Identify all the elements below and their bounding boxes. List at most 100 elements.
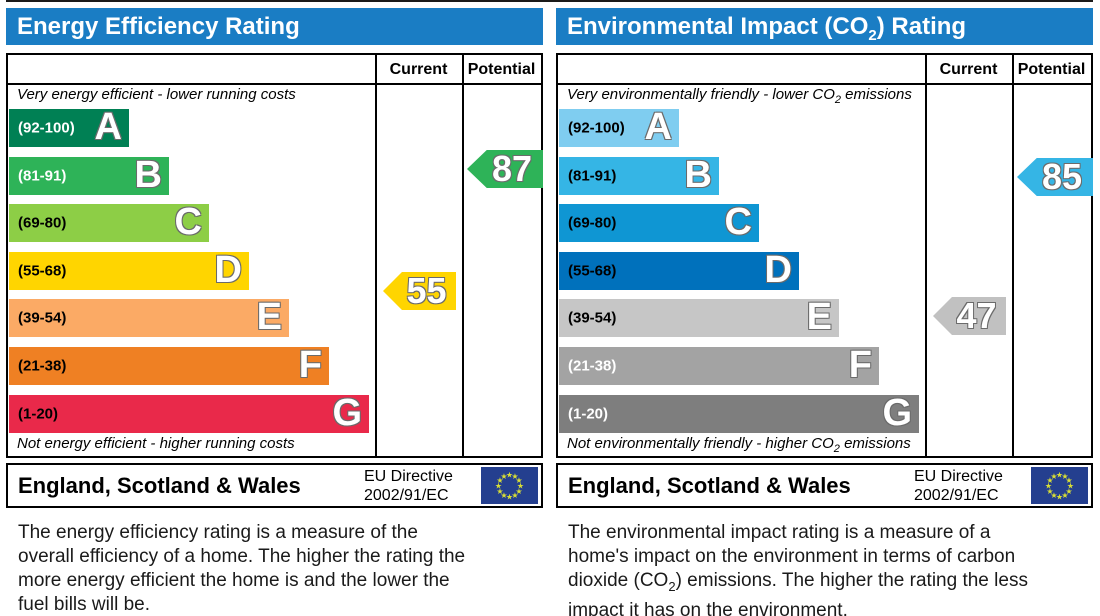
eu-directive-label: EU Directive 2002/91/EC — [364, 467, 453, 505]
bottom-note: Not environmentally friendly - higher CO… — [567, 435, 911, 455]
svg-text:★: ★ — [495, 482, 502, 491]
bottom-note: Not energy efficient - higher running co… — [17, 435, 295, 455]
band-F: (21-38) F — [9, 346, 329, 385]
current-column-header: Current — [389, 61, 448, 78]
band-letter: E — [806, 295, 832, 338]
potential-column-header: Potential — [467, 61, 536, 78]
svg-text:★: ★ — [500, 472, 507, 481]
svg-text:★: ★ — [500, 491, 507, 500]
bottom-note-text-post: emissions — [839, 435, 911, 452]
svg-text:★: ★ — [506, 493, 513, 502]
band-letter: G — [332, 391, 362, 434]
band-range: (92-100) — [18, 119, 75, 137]
eu-flag-icon: ★★★ ★★★ ★★★ ★★★ — [1031, 467, 1088, 504]
band-range: (39-54) — [568, 309, 617, 327]
svg-text:★: ★ — [517, 482, 524, 491]
eu-directive-line2: 2002/91/EC — [914, 487, 999, 504]
band-letter: B — [684, 153, 712, 196]
svg-text:★: ★ — [1046, 487, 1053, 496]
current-column-header: Current — [939, 61, 998, 78]
band-range: (69-80) — [18, 214, 67, 232]
svg-text:★: ★ — [1056, 493, 1063, 502]
svg-text:★: ★ — [1067, 482, 1074, 491]
svg-text:★: ★ — [511, 491, 518, 500]
environmental-impact-panel: Environmental Impact (CO2) Rating Curren… — [556, 0, 1093, 616]
energy-description: The energy efficiency rating is a measur… — [18, 521, 476, 616]
region-label: England, Scotland & Wales — [18, 473, 301, 498]
band-D: (55-68) D — [9, 248, 249, 291]
svg-text:★: ★ — [1050, 491, 1057, 500]
svg-text:★: ★ — [515, 476, 522, 485]
band-B: (81-91) B — [9, 153, 169, 196]
potential-column-divider — [1012, 55, 1014, 456]
panel-title-subscript: 2 — [868, 26, 877, 44]
band-letter: D — [214, 248, 242, 291]
band-range: (81-91) — [18, 167, 67, 185]
environmental-description-text-post: ) emissions. The higher the rating the l… — [568, 570, 1028, 616]
region-label: England, Scotland & Wales — [568, 473, 851, 498]
band-letter: E — [256, 295, 282, 338]
panel-title-energy: Energy Efficiency Rating — [6, 8, 543, 45]
current-rating-arrow: 47 — [933, 297, 1006, 335]
band-A: (92-100) A — [9, 105, 129, 148]
potential-column-header: Potential — [1017, 61, 1086, 78]
band-range: (21-38) — [18, 357, 67, 375]
top-note: Very energy efficient - lower running co… — [17, 86, 296, 106]
svg-text:★: ★ — [1065, 476, 1072, 485]
svg-text:★: ★ — [506, 471, 513, 480]
band-letter: G — [882, 391, 912, 434]
svg-text:★: ★ — [496, 476, 503, 485]
svg-text:★: ★ — [1061, 491, 1068, 500]
panel-title-text: Environmental Impact (CO — [567, 13, 869, 40]
top-note-subscript: 2 — [834, 94, 841, 106]
environmental-footer-box: England, Scotland & Wales EU Directive 2… — [556, 463, 1093, 508]
top-note-text-post: emissions — [841, 86, 912, 103]
band-range: (39-54) — [18, 309, 67, 327]
environmental-description-text: The environmental impact rating is a mea… — [568, 522, 1016, 591]
band-C: (69-80) C — [9, 203, 209, 242]
environmental-chart-box: Current Potential Very environmentally f… — [556, 53, 1093, 458]
energy-efficiency-panel: Energy Efficiency Rating Current Potenti… — [6, 0, 543, 616]
current-rating-value: 55 — [406, 270, 447, 311]
svg-text:★: ★ — [1045, 482, 1052, 491]
bottom-note-text: Not energy efficient - higher running co… — [17, 435, 295, 452]
svg-text:★: ★ — [1061, 472, 1068, 481]
energy-chart-box: Current Potential Very energy efficient … — [6, 53, 543, 458]
potential-rating-arrow: 85 — [1017, 158, 1093, 196]
band-range: (1-20) — [18, 405, 59, 423]
top-note-text: Very environmentally friendly - lower CO — [567, 86, 835, 103]
potential-rating-arrow: 87 — [467, 150, 543, 188]
svg-text:★: ★ — [1050, 472, 1057, 481]
environmental-description-subscript: 2 — [668, 578, 676, 594]
band-letter: F — [848, 343, 872, 386]
svg-text:★: ★ — [1056, 471, 1063, 480]
top-divider-line — [6, 0, 1093, 2]
column-header-row — [8, 55, 541, 85]
eu-directive-line1: EU Directive — [364, 468, 453, 485]
band-B: (81-91) B — [559, 153, 719, 196]
band-E: (39-54) E — [9, 295, 289, 338]
band-G: (1-20) G — [559, 391, 919, 434]
band-G: (1-20) G — [9, 391, 369, 434]
svg-text:★: ★ — [496, 487, 503, 496]
current-column-divider — [375, 55, 377, 456]
bottom-note-subscript: 2 — [833, 443, 840, 455]
panel-title-text: Energy Efficiency Rating — [17, 13, 300, 40]
bottom-note-text: Not environmentally friendly - higher CO — [567, 435, 834, 452]
svg-text:★: ★ — [1046, 476, 1053, 485]
band-D: (55-68) D — [559, 248, 799, 291]
panel-title-text-post: ) Rating — [876, 13, 967, 40]
band-range: (69-80) — [568, 214, 617, 232]
column-header-row — [558, 55, 1091, 85]
potential-rating-value: 85 — [1041, 156, 1083, 197]
band-letter: A — [94, 105, 122, 148]
band-letter: B — [134, 153, 162, 196]
environmental-description: The environmental impact rating is a mea… — [568, 521, 1032, 616]
energy-footer-box: England, Scotland & Wales EU Directive 2… — [6, 463, 543, 508]
eu-directive-line2: 2002/91/EC — [364, 487, 449, 504]
band-letter: D — [764, 248, 792, 291]
svg-text:★: ★ — [511, 472, 518, 481]
eu-flag-icon: ★★★ ★★★ ★★★ ★★★ — [481, 467, 538, 504]
svg-text:★: ★ — [515, 487, 522, 496]
band-letter: C — [724, 200, 752, 243]
